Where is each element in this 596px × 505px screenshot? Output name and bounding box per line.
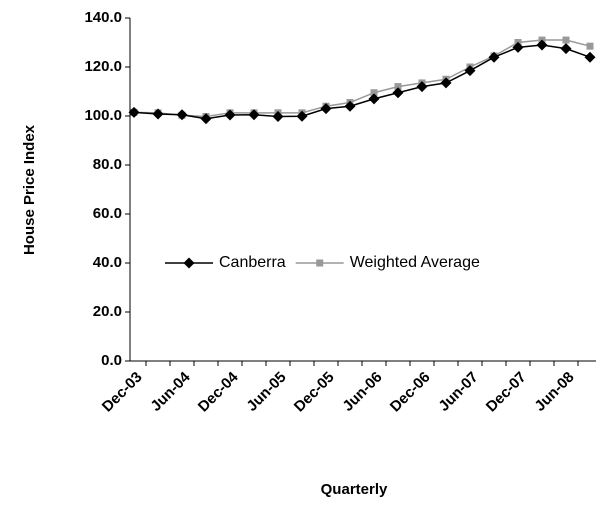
x-tick-label: Jun-05 — [243, 369, 289, 415]
data-point — [488, 51, 500, 63]
data-point — [512, 41, 524, 53]
data-point — [344, 100, 356, 112]
series-line — [133, 39, 591, 118]
data-point — [368, 93, 380, 105]
x-tick-label: Jun-04 — [147, 368, 194, 415]
x-tick-label: Dec-05 — [291, 369, 338, 416]
y-tick-label: 140.0 — [84, 9, 122, 26]
x-tick-label: Jun-06 — [339, 369, 385, 415]
x-tick-label: Dec-03 — [99, 369, 146, 416]
data-point — [152, 108, 164, 120]
y-tick-label: 100.0 — [84, 107, 122, 124]
data-point — [586, 42, 594, 50]
data-point — [560, 43, 572, 55]
data-point — [320, 103, 332, 115]
y-tick-label: 20.0 — [93, 303, 122, 320]
data-point — [296, 110, 308, 122]
data-point — [176, 109, 188, 121]
x-axis-title: Quarterly — [321, 481, 388, 498]
y-tick-label: 0.0 — [101, 352, 122, 369]
data-point — [536, 39, 548, 51]
data-point — [392, 87, 404, 99]
series-line — [133, 44, 591, 120]
legend-label: Weighted Average — [350, 254, 480, 271]
x-tick-label: Dec-06 — [387, 369, 434, 416]
x-tick-label: Jun-07 — [435, 369, 481, 415]
y-axis-title: House Price Index — [21, 124, 38, 255]
y-tick-label: 120.0 — [84, 58, 122, 75]
y-tick-label: 60.0 — [93, 205, 122, 222]
y-tick-label: 80.0 — [93, 156, 122, 173]
legend: Canberra Weighted Average — [165, 254, 480, 271]
data-point — [562, 36, 570, 44]
data-point — [394, 83, 402, 91]
legend-label: Canberra — [219, 254, 286, 271]
x-tick-label: Dec-07 — [483, 369, 530, 416]
data-point — [248, 109, 260, 121]
data-point — [416, 81, 428, 93]
legend-marker — [183, 257, 195, 269]
x-tick-label: Dec-04 — [195, 368, 242, 415]
data-point — [200, 113, 212, 125]
data-point — [224, 109, 236, 121]
x-tick-label: Jun-08 — [531, 369, 577, 415]
data-point — [464, 65, 476, 77]
data-point — [128, 106, 140, 118]
data-point — [272, 110, 284, 122]
y-tick-label: 40.0 — [93, 254, 122, 271]
data-point — [584, 51, 596, 63]
data-point — [370, 89, 378, 97]
legend-marker — [316, 259, 324, 267]
data-point — [440, 77, 452, 89]
